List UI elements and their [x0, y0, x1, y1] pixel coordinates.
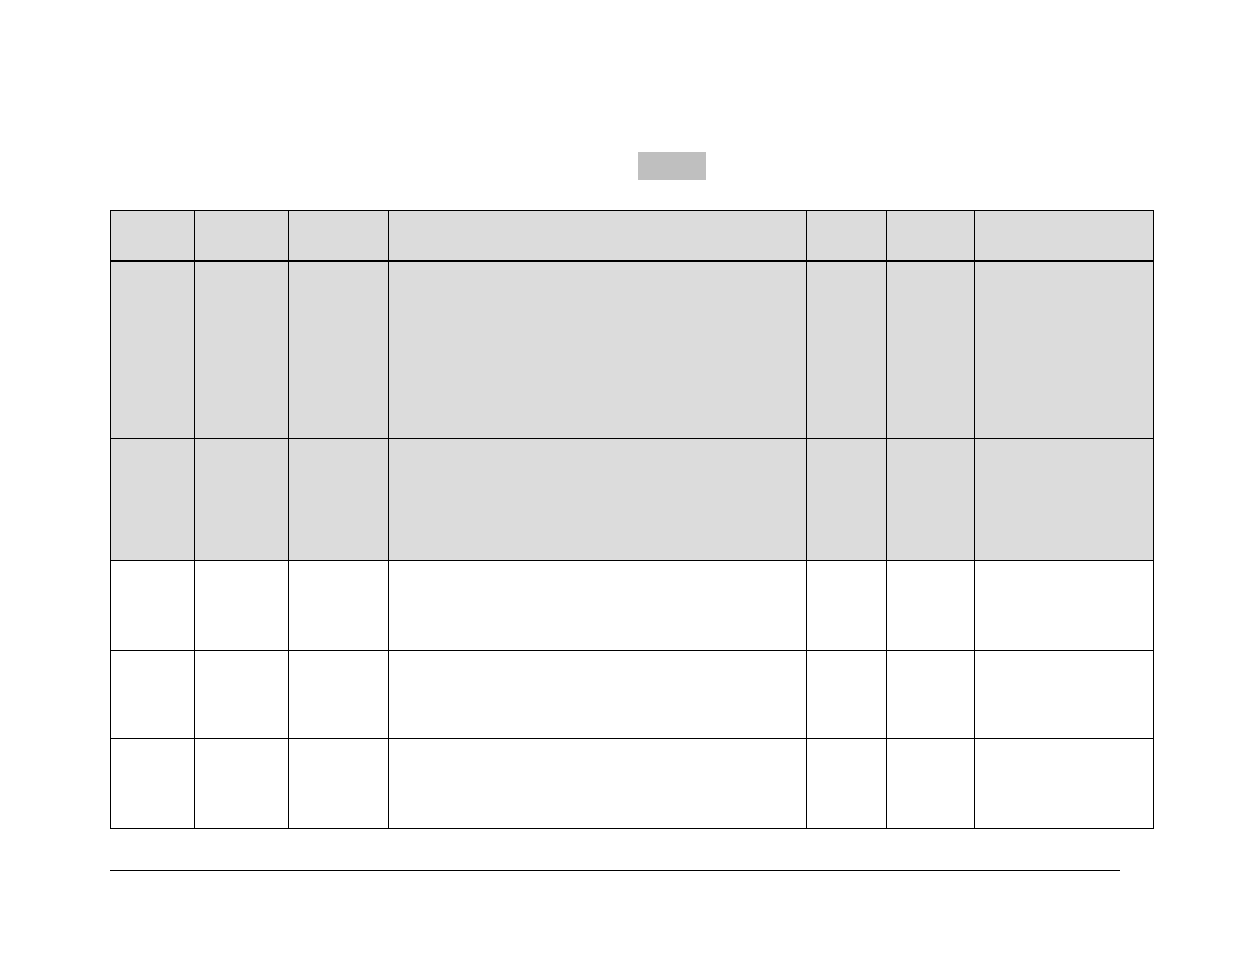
table-cell — [807, 739, 887, 829]
table-cell — [887, 739, 975, 829]
table-cell — [975, 651, 1154, 739]
table-row — [111, 739, 1154, 829]
table-cell — [195, 261, 289, 439]
footer-rule — [110, 870, 1120, 871]
table-cell — [289, 651, 389, 739]
table-row — [111, 261, 1154, 439]
table-cell — [289, 439, 389, 561]
table-cell — [195, 561, 289, 651]
table-cell — [887, 561, 975, 651]
page — [0, 0, 1235, 954]
table-cell — [195, 651, 289, 739]
table-cell — [887, 651, 975, 739]
table-cell — [887, 439, 975, 561]
table-cell — [195, 739, 289, 829]
table-cell — [807, 561, 887, 651]
table-cell — [111, 739, 195, 829]
table-cell — [389, 561, 807, 651]
table-cell — [195, 439, 289, 561]
table-cell — [289, 561, 389, 651]
table-cell — [389, 261, 807, 439]
table-cell — [289, 739, 389, 829]
table-cell — [389, 739, 807, 829]
table-cell — [289, 261, 389, 439]
table-cell — [975, 561, 1154, 651]
table-cell — [975, 261, 1154, 439]
table-cell — [975, 739, 1154, 829]
table-cell — [111, 439, 195, 561]
table-cell — [111, 261, 195, 439]
table-cell — [807, 261, 887, 439]
table-cell — [975, 439, 1154, 561]
table-header-cell — [195, 211, 289, 261]
table-cell — [807, 439, 887, 561]
table-header-row — [111, 211, 1154, 261]
title-mark — [638, 152, 706, 180]
table-header-cell — [389, 211, 807, 261]
data-table — [110, 210, 1154, 829]
table-row — [111, 439, 1154, 561]
table-header-cell — [807, 211, 887, 261]
table-cell — [389, 651, 807, 739]
table-cell — [887, 261, 975, 439]
table-row — [111, 651, 1154, 739]
table-cell — [807, 651, 887, 739]
table-cell — [111, 651, 195, 739]
table-header-cell — [887, 211, 975, 261]
table-cell — [111, 561, 195, 651]
table-cell — [389, 439, 807, 561]
table-row — [111, 561, 1154, 651]
table-header-cell — [975, 211, 1154, 261]
table-header-cell — [111, 211, 195, 261]
table-header-cell — [289, 211, 389, 261]
